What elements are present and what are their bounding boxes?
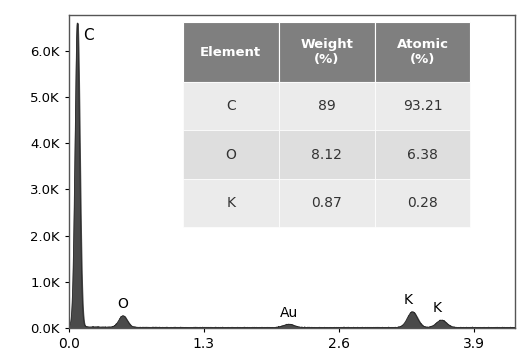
Bar <box>374 130 470 179</box>
Bar <box>374 82 470 130</box>
Bar <box>279 179 374 228</box>
Text: K: K <box>226 196 235 210</box>
Text: Au: Au <box>280 306 298 320</box>
Text: 6.38: 6.38 <box>407 148 438 162</box>
Text: 0.87: 0.87 <box>311 196 342 210</box>
Text: 93.21: 93.21 <box>402 99 442 113</box>
Bar <box>374 23 470 82</box>
Bar <box>183 82 279 130</box>
Text: K: K <box>404 293 413 307</box>
Text: 8.12: 8.12 <box>311 148 342 162</box>
Bar <box>183 179 279 228</box>
Text: Element: Element <box>200 46 261 59</box>
Text: Atomic
(%): Atomic (%) <box>397 38 449 66</box>
Bar <box>183 23 279 82</box>
Text: K: K <box>433 301 442 315</box>
Text: 0.28: 0.28 <box>407 196 438 210</box>
Bar <box>279 82 374 130</box>
Bar <box>279 23 374 82</box>
Text: 89: 89 <box>318 99 336 113</box>
Text: C: C <box>83 28 94 43</box>
Text: Weight
(%): Weight (%) <box>300 38 353 66</box>
Bar <box>279 130 374 179</box>
Bar <box>183 130 279 179</box>
Text: O: O <box>117 297 129 311</box>
Text: C: C <box>226 99 236 113</box>
Text: O: O <box>225 148 236 162</box>
Bar <box>374 179 470 228</box>
